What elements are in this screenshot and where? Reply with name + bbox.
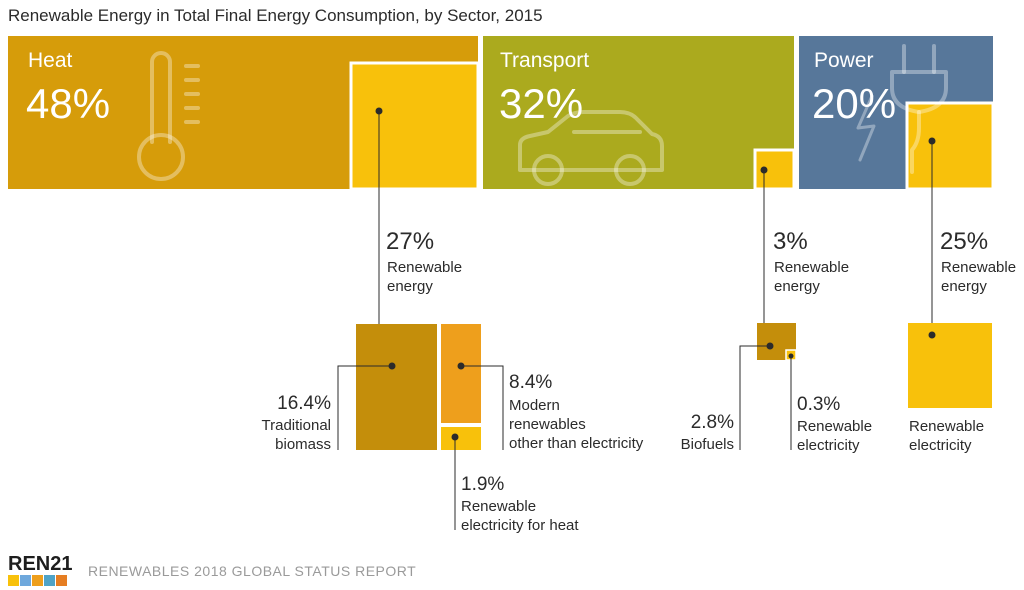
- power-renewable-electricity-label-line1: Renewable: [909, 418, 984, 435]
- biofuels-leader: [739, 345, 770, 450]
- biofuels-value: 2.8%: [691, 412, 734, 433]
- modern-renewables-label-line3: other than electricity: [509, 435, 644, 452]
- power-renewable-leader-dot: [928, 137, 936, 145]
- heat-renewable-value: 27%: [386, 228, 434, 255]
- traditional-biomass-label-line1: Traditional: [262, 417, 331, 434]
- transport-renewable-value: 3%: [773, 228, 808, 255]
- transport-renewable-text-line1: Renewable: [774, 259, 849, 276]
- renewable-electricity-heat-block: [441, 427, 481, 450]
- transport-renewable-electricity-dot: [788, 353, 794, 359]
- heat-sector-label: Heat: [28, 49, 73, 72]
- plug-icon: [856, 44, 948, 174]
- power-renewable-text-line1: Renewable: [941, 259, 1016, 276]
- heat-renewable-block: [349, 61, 480, 191]
- report-title: RENEWABLES 2018 GLOBAL STATUS REPORT: [88, 563, 416, 579]
- biofuels-dot: [766, 342, 774, 350]
- heat-renewable-text-line1: Renewable: [387, 259, 462, 276]
- chart-title: Renewable Energy in Total Final Energy C…: [8, 6, 543, 25]
- renewable-electricity-heat-value: 1.9%: [461, 474, 504, 495]
- modern-renewables-dot: [457, 362, 465, 370]
- traditional-biomass-label-line2: biomass: [275, 436, 331, 453]
- power-sector-label: Power: [814, 49, 874, 72]
- traditional-biomass-leader: [337, 365, 392, 450]
- traditional-biomass-value: 16.4%: [277, 393, 331, 414]
- traditional-biomass-dot: [388, 362, 396, 370]
- modern-renewables-label-line1: Modern: [509, 397, 560, 414]
- power-renewable-electricity-block: [908, 323, 992, 408]
- power-renewable-electricity-label-line2: electricity: [909, 437, 972, 454]
- renewable-electricity-heat-dot: [451, 433, 459, 441]
- heat-renewable-text-line2: energy: [387, 278, 433, 295]
- modern-renewables-label-line2: renewables: [509, 416, 586, 433]
- car-icon: [518, 110, 664, 186]
- power-renewable-value: 25%: [940, 228, 988, 255]
- heat-renewable-leader-dot: [375, 107, 383, 115]
- renewable-electricity-heat-label-line1: Renewable: [461, 498, 536, 515]
- renewable-electricity-heat-label-line2: electricity for heat: [461, 517, 579, 534]
- transport-renewable-electricity-label-line1: Renewable: [797, 418, 872, 435]
- transport-sector-share: 32%: [499, 80, 583, 127]
- modern-renewables-block: [441, 324, 481, 423]
- transport-renewable-electricity-label-line2: electricity: [797, 437, 860, 454]
- transport-renewable-block: [753, 148, 796, 191]
- transport-renewable-text-line2: energy: [774, 278, 820, 295]
- heat-sector-share: 48%: [26, 80, 110, 127]
- power-renewable-block: [905, 101, 995, 191]
- ren21-logo-icons: [8, 575, 67, 586]
- biofuels-label: Biofuels: [681, 436, 734, 453]
- power-breakdown-leader-dot: [928, 331, 936, 339]
- modern-renewables-value: 8.4%: [509, 372, 552, 393]
- transport-renewable-electricity-value: 0.3%: [797, 394, 840, 415]
- transport-sector-label: Transport: [500, 49, 589, 72]
- power-renewable-text-line2: energy: [941, 278, 987, 295]
- ren21-logo-text: REN21: [8, 553, 72, 575]
- thermometer-icon: [137, 51, 200, 181]
- power-sector-share: 20%: [812, 80, 896, 127]
- transport-renewable-leader-dot: [760, 166, 768, 174]
- traditional-biomass-block: [356, 324, 437, 450]
- transport-sector-block: [483, 36, 794, 189]
- modern-renewables-leader: [461, 365, 504, 450]
